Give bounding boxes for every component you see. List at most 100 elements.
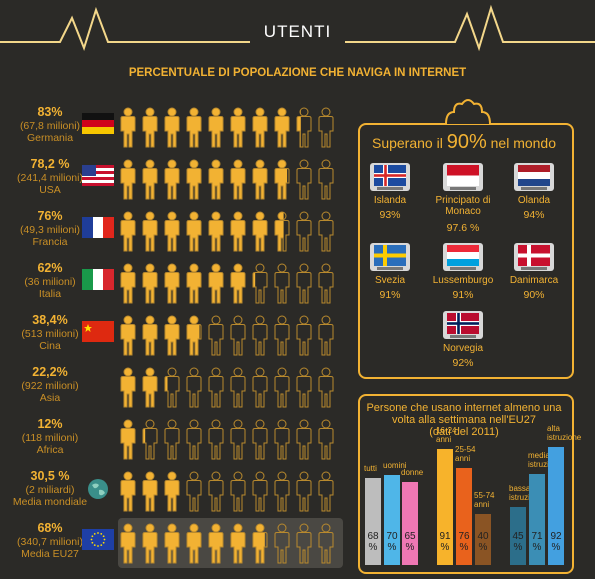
person-icon <box>208 211 224 252</box>
person-icon <box>208 107 224 148</box>
person-icon <box>186 523 202 564</box>
row-users: (922 milioni) <box>21 380 79 392</box>
person-icon <box>186 315 202 356</box>
flag-eu-icon <box>82 529 114 550</box>
person-icon <box>252 263 268 304</box>
eu27-bar-value: 92% <box>550 531 562 553</box>
monitor-icon <box>443 243 483 271</box>
over-90-country-value: 91% <box>452 289 474 301</box>
row-users: (49,3 milioni) <box>19 224 81 236</box>
page-title: UTENTI <box>263 22 332 41</box>
row-users: (118 milioni) <box>21 432 79 444</box>
row-country-name: Germania <box>26 132 74 144</box>
person-icon <box>318 471 334 512</box>
row-percentage: 76% <box>37 209 63 223</box>
person-icon <box>318 159 334 200</box>
person-icon <box>120 367 136 408</box>
monitor-icon <box>370 163 410 191</box>
row-users: (2 miliardi) <box>25 484 75 496</box>
person-icon <box>164 315 180 356</box>
person-icon <box>186 159 202 200</box>
person-icon <box>318 107 334 148</box>
monitor-icon <box>514 163 554 191</box>
people-row <box>120 211 334 252</box>
person-icon <box>120 315 136 356</box>
eu27-bar-label: uomini <box>383 461 407 471</box>
person-icon <box>186 107 202 148</box>
over-90-country-name: Islanda <box>373 195 407 206</box>
eu27-bar-label: 25-54 anni <box>455 444 476 463</box>
person-icon <box>252 159 268 200</box>
globe-icon <box>88 479 108 499</box>
person-icon <box>142 159 158 200</box>
person-icon <box>274 523 290 564</box>
person-icon <box>164 419 180 460</box>
row-percentage: 12% <box>37 417 63 431</box>
flag-denmark-icon <box>518 245 550 266</box>
person-icon <box>186 419 202 460</box>
person-icon <box>296 107 312 148</box>
row-percentage: 38,4% <box>32 313 68 327</box>
person-icon <box>208 471 224 512</box>
person-icon <box>296 523 312 564</box>
eu27-bar <box>456 467 472 565</box>
person-icon <box>230 211 246 252</box>
person-icon <box>274 471 290 512</box>
people-row <box>120 159 334 200</box>
person-icon <box>274 315 290 356</box>
person-icon <box>164 367 180 408</box>
row-users: (513 milioni) <box>21 328 79 340</box>
flag-china-icon <box>82 321 114 342</box>
eu27-bar-value: 40% <box>477 531 489 553</box>
person-icon <box>252 211 268 252</box>
row-users: (67,8 milioni) <box>19 120 81 132</box>
person-icon <box>252 419 268 460</box>
over-90-country-value: 93% <box>379 209 401 221</box>
person-icon <box>274 419 290 460</box>
eu27-bar-value: 65% <box>404 531 416 553</box>
person-icon <box>252 315 268 356</box>
flag-usa-icon <box>82 165 114 186</box>
row-percentage: 62% <box>37 261 63 275</box>
eu27-bar-value: 68% <box>367 531 379 553</box>
person-icon <box>164 211 180 252</box>
person-icon <box>164 471 180 512</box>
person-icon <box>208 367 224 408</box>
person-icon <box>142 419 158 460</box>
row-percentage: 83% <box>37 105 63 119</box>
person-icon <box>142 367 158 408</box>
person-icon <box>186 367 202 408</box>
person-icon <box>318 211 334 252</box>
person-icon <box>296 159 312 200</box>
person-icon <box>208 159 224 200</box>
person-icon <box>296 471 312 512</box>
person-icon <box>120 159 136 200</box>
flag-netherlands-icon <box>518 165 550 186</box>
eu27-bar <box>384 475 400 565</box>
over-90-country-value: 97.6 % <box>446 222 480 234</box>
person-icon <box>120 471 136 512</box>
row-users: (340,7 milioni) <box>17 536 83 548</box>
person-icon <box>120 107 136 148</box>
row-percentage: 68% <box>37 521 63 535</box>
row-percentage: 30,5 % <box>30 469 70 483</box>
person-icon <box>230 263 246 304</box>
person-icon <box>296 419 312 460</box>
people-row <box>120 523 334 564</box>
person-icon <box>252 367 268 408</box>
eu27-bar <box>437 448 453 565</box>
people-row <box>120 419 334 460</box>
person-icon <box>274 107 290 148</box>
row-users: (36 milioni) <box>24 276 76 288</box>
eu27-bar-value: 76% <box>458 531 470 553</box>
eu27-weekly-panel <box>358 394 574 574</box>
eu27-bar-label: donne <box>401 467 424 477</box>
person-icon <box>274 211 290 252</box>
monitor-icon <box>443 311 483 339</box>
flag-monaco-icon <box>447 165 479 186</box>
person-icon <box>186 211 202 252</box>
over-90-title: Superano il 90% nel mondo <box>358 131 570 154</box>
person-icon <box>142 263 158 304</box>
eu27-bar <box>510 507 526 565</box>
row-country-name: Asia <box>39 392 61 404</box>
